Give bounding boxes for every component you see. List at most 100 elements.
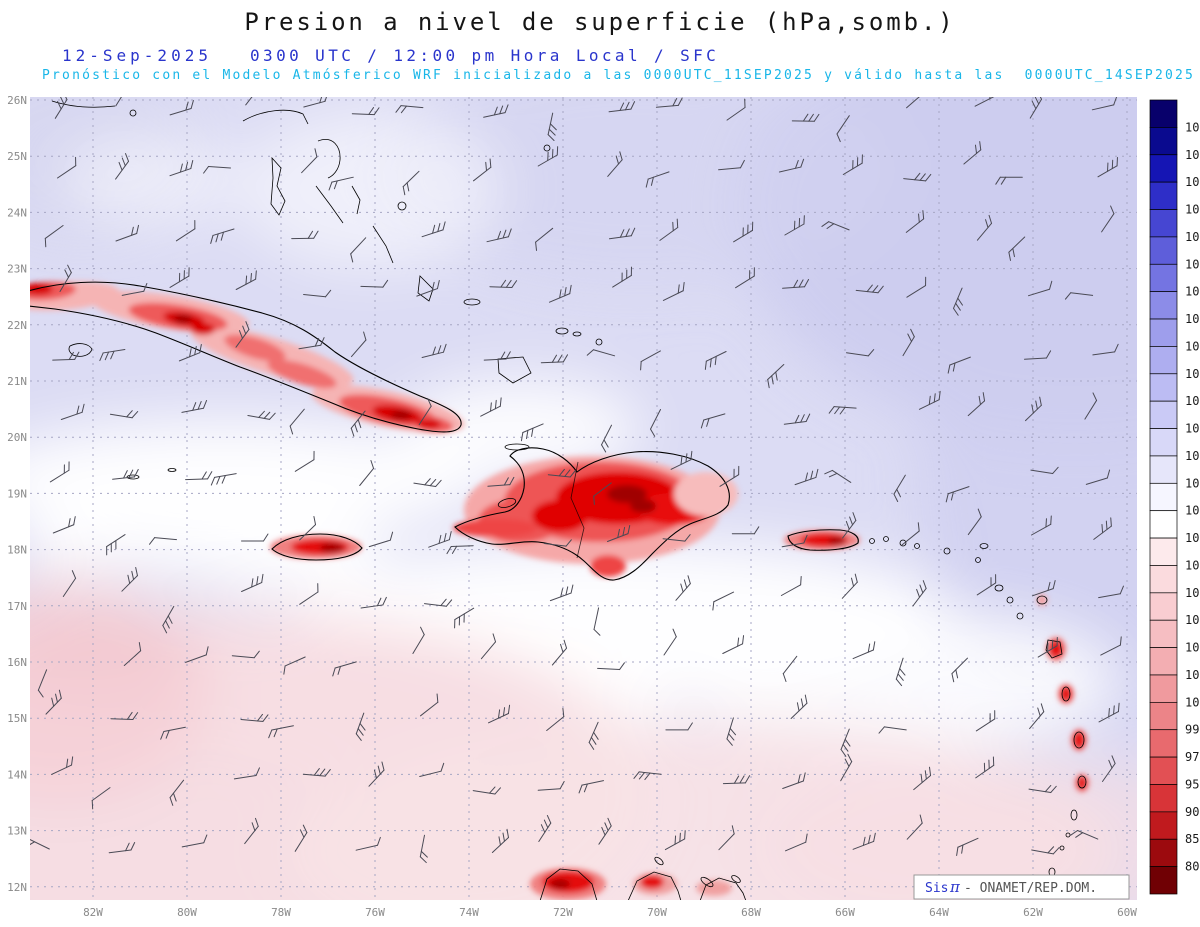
wind-barb [782, 772, 806, 789]
wind-barb [49, 461, 70, 483]
wind-barb [185, 646, 209, 663]
latitude-axis-labels: 26N 25N 24N 23N 22N 21N 20N 19N 18N 17N 16N 15N 14N 1… [7, 94, 27, 894]
wind-barb [162, 605, 175, 634]
wind-barb [588, 721, 599, 750]
wind-barb [700, 413, 726, 429]
wind-barb [951, 657, 968, 683]
wind-barb [794, 468, 819, 486]
wind-barb [912, 580, 927, 607]
wind-barb [421, 221, 446, 238]
wind-barb [301, 148, 318, 174]
wind-barb [412, 626, 425, 654]
coast-cuba [30, 281, 462, 433]
wind-barb [148, 537, 177, 545]
wind-barb [1093, 517, 1112, 540]
wind-barb [351, 107, 380, 116]
wind-barb [840, 753, 853, 782]
wind-barb [360, 596, 387, 609]
page-title: Presion a nivel de superficie (hPa,somb.… [244, 8, 956, 36]
wind-barb [852, 641, 876, 660]
wind-barb [203, 165, 231, 174]
colorbar-tick-label: 1014 [1185, 476, 1200, 490]
colorbar-swatch [1149, 756, 1178, 785]
coast-tortuga [504, 443, 530, 451]
coast-caymans [126, 468, 177, 480]
wind-barb [1025, 396, 1042, 422]
colorbar-tick-label: 1020 [1185, 312, 1200, 326]
wind-barb [712, 591, 735, 611]
colorbar-tick-label: 1022 [1185, 285, 1200, 299]
wind-barb [1029, 703, 1045, 730]
wind-barb [115, 97, 128, 107]
wind-barb [289, 408, 305, 435]
wind-barb [538, 814, 552, 842]
lat-tick-label: 23N [7, 263, 27, 276]
colorbar-swatch [1149, 373, 1178, 402]
wind-barb [169, 99, 194, 116]
wind-barb [37, 669, 48, 698]
wind-barb [54, 97, 68, 119]
wind-barb [1008, 236, 1026, 261]
wind-barb [967, 392, 986, 417]
colorbar-swatch [1149, 127, 1178, 156]
wind-barb [947, 356, 971, 374]
wind-barb [1098, 585, 1124, 599]
colorbar-tick-label: 1008 [1185, 586, 1200, 600]
wind-barb [906, 814, 923, 840]
wind-barb [1028, 784, 1057, 794]
wind-barb [735, 267, 755, 289]
wind-barb [546, 707, 565, 731]
wind-barb [918, 390, 941, 410]
colorbar-swatch [1149, 318, 1178, 347]
wind-barb [640, 350, 661, 371]
wind-barb [62, 570, 77, 597]
colorbar-swatch [1149, 400, 1178, 429]
wind-barb [842, 154, 863, 175]
wind-barb [670, 450, 693, 470]
wind-barb [726, 98, 746, 121]
wind-barb [106, 534, 126, 556]
wind-barb [402, 170, 420, 196]
wind-barb [1030, 466, 1059, 475]
wind-barb [537, 146, 559, 167]
wind-barb [59, 264, 72, 292]
wind-barb [350, 237, 367, 263]
lon-tick-label: 82W [83, 906, 103, 919]
wind-barb [294, 824, 308, 852]
colorbar-swatch [1149, 674, 1178, 703]
coast-south-america [539, 856, 747, 900]
wind-barb [608, 101, 636, 113]
wind-barb [902, 328, 915, 357]
wind-barb [483, 351, 511, 361]
colorbar-tick-label: 900 [1185, 805, 1200, 819]
attribution-org: - ONAMET/REP.DOM. [964, 881, 1097, 896]
wind-barb [454, 607, 475, 629]
wind-barb [520, 423, 544, 442]
wind-barb [332, 661, 357, 677]
wind-barb [108, 842, 136, 854]
lat-tick-label: 25N [7, 150, 27, 163]
wind-barb [1024, 350, 1052, 360]
colorbar-swatch [1149, 263, 1178, 293]
wind-barb [418, 398, 432, 426]
wind-barb [1084, 392, 1098, 420]
colorbar-swatch [1149, 811, 1178, 840]
wind-barb [543, 539, 572, 547]
wind-barb [424, 598, 453, 607]
coast-puerto-rico [787, 529, 859, 551]
wind-barb [535, 227, 554, 251]
wind-barb [419, 834, 428, 864]
wind-barb [785, 833, 808, 852]
wind-barb [956, 837, 979, 856]
colorbar-swatch [1149, 838, 1178, 867]
wind-barb [175, 219, 196, 242]
attribution-sis: Sis [925, 881, 948, 896]
wind-barb [597, 662, 625, 671]
wind-barb [57, 156, 77, 179]
lat-tick-label: 12N [7, 881, 27, 894]
colorbar-swatch [1149, 729, 1178, 758]
colorbar-tick-label: 1019 [1185, 339, 1200, 353]
colorbar-tick-label: 850 [1185, 832, 1200, 846]
